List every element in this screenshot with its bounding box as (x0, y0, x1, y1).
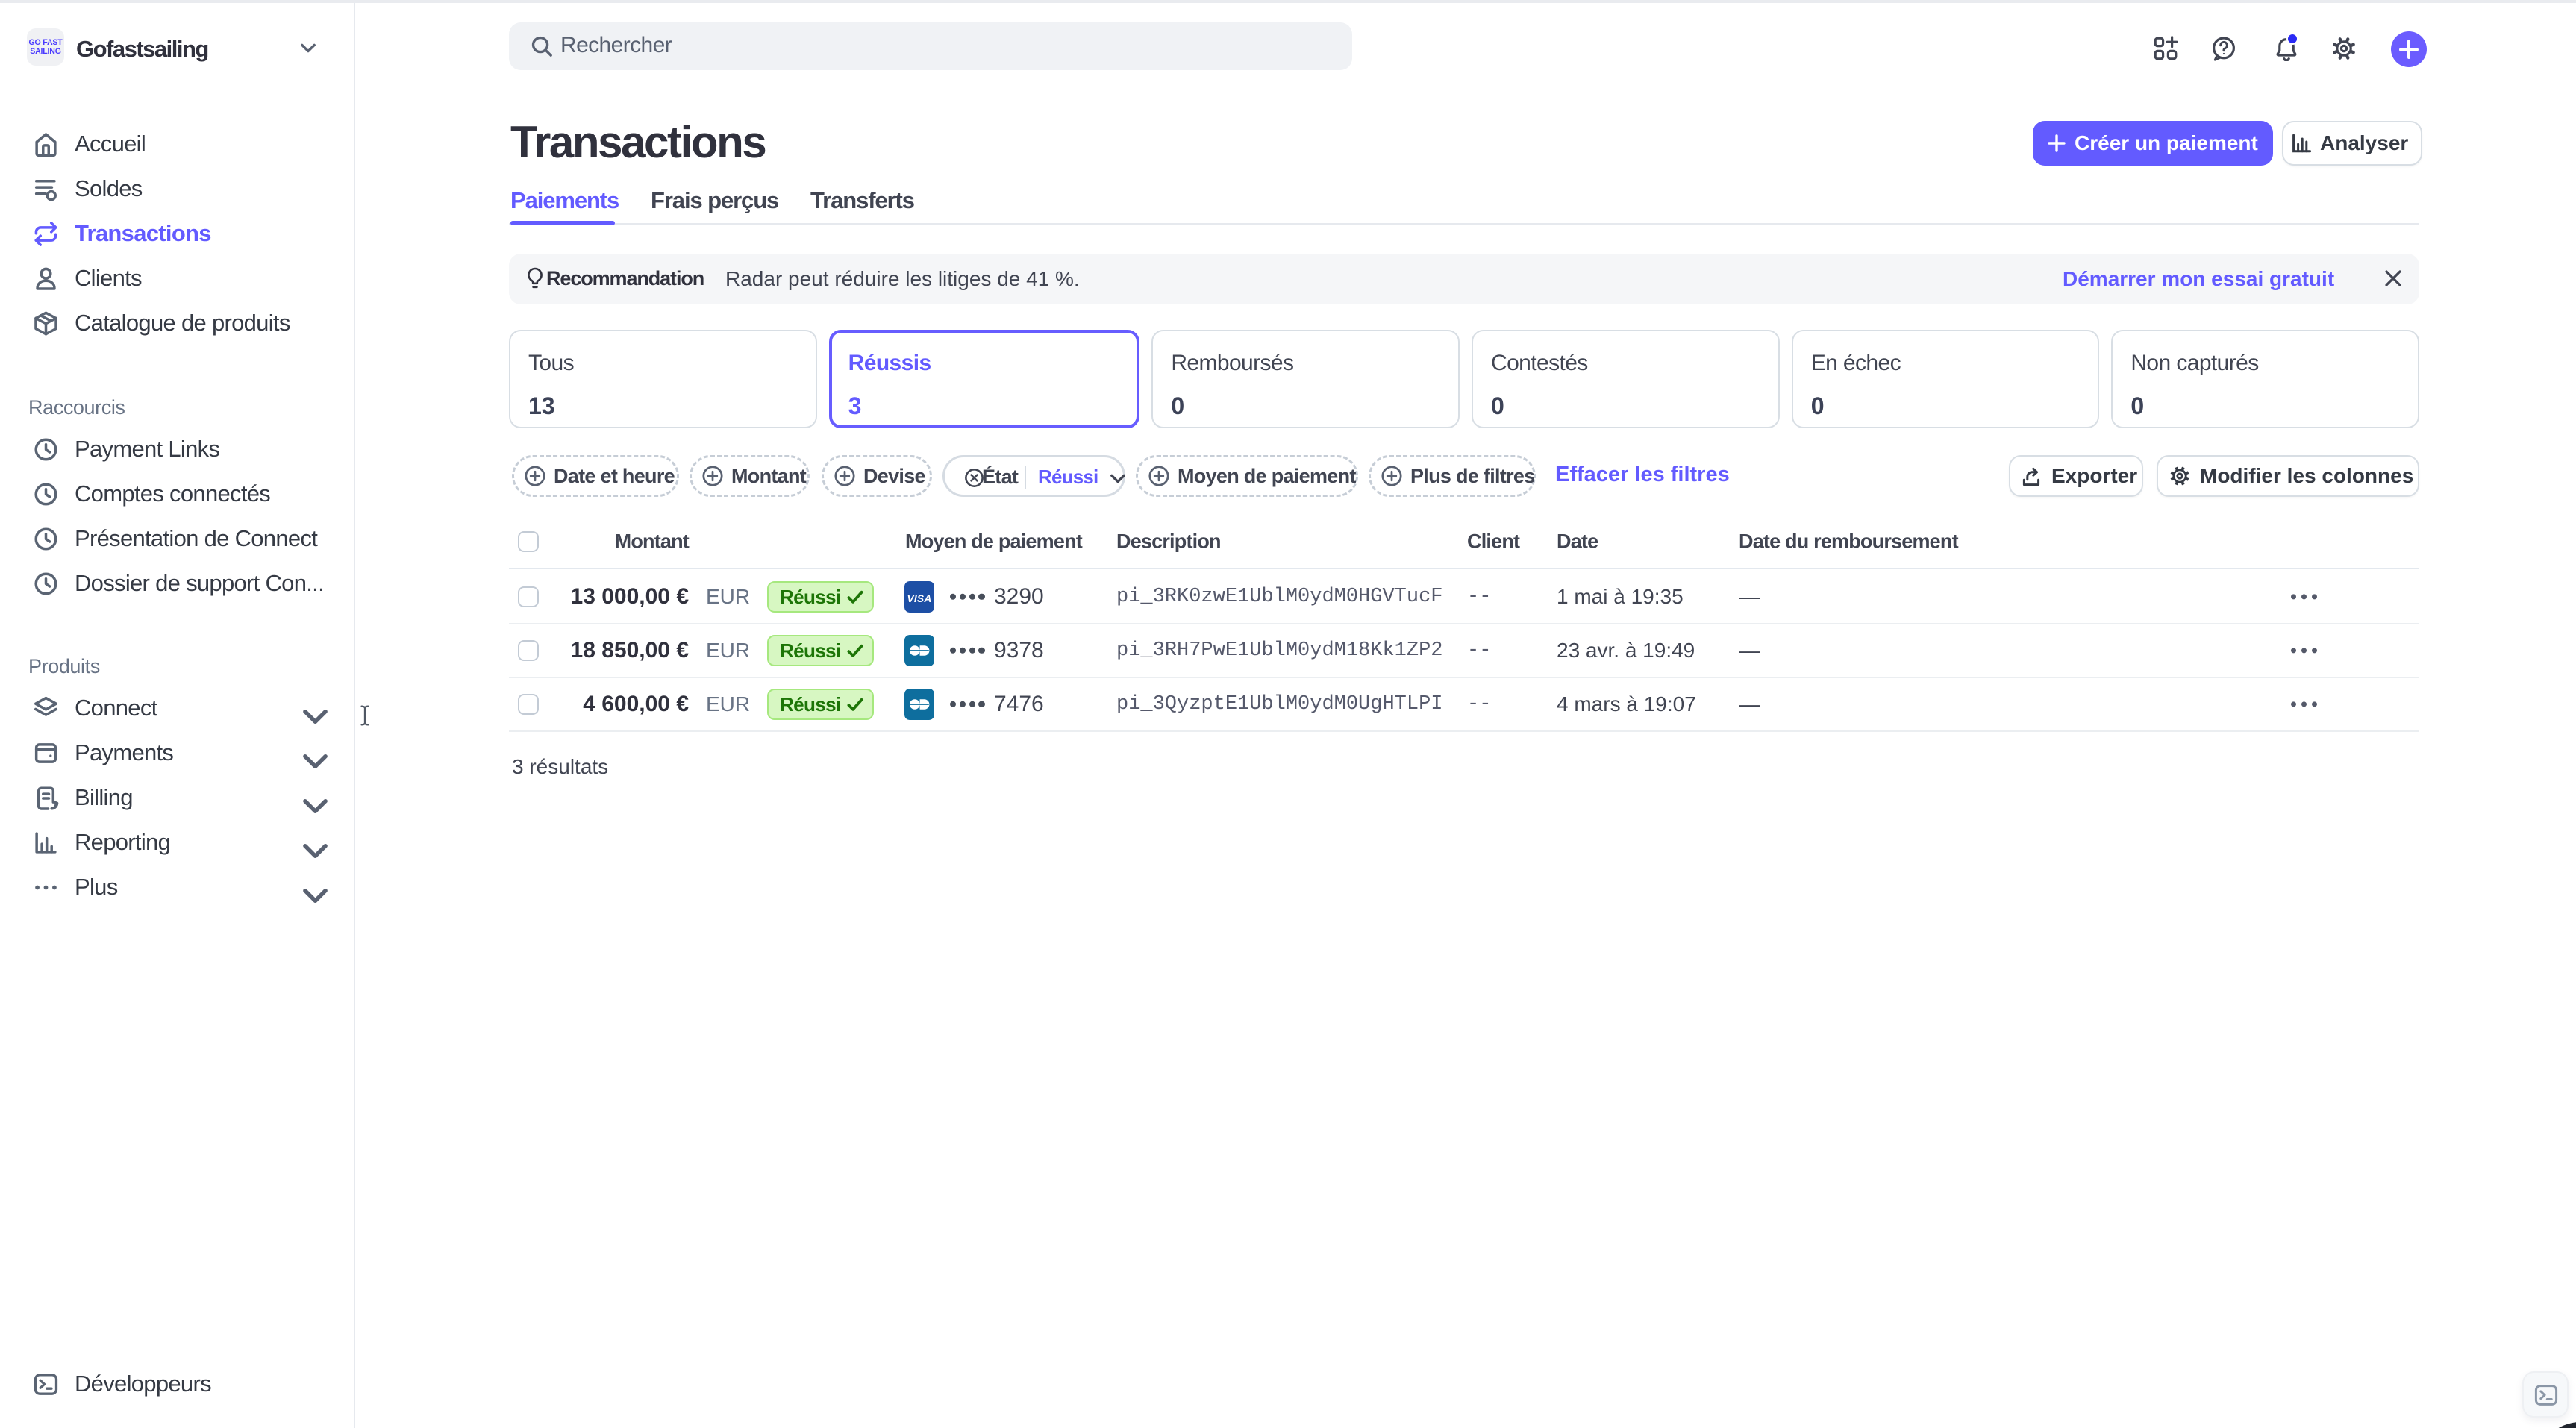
svg-text:VISA: VISA (907, 593, 931, 604)
